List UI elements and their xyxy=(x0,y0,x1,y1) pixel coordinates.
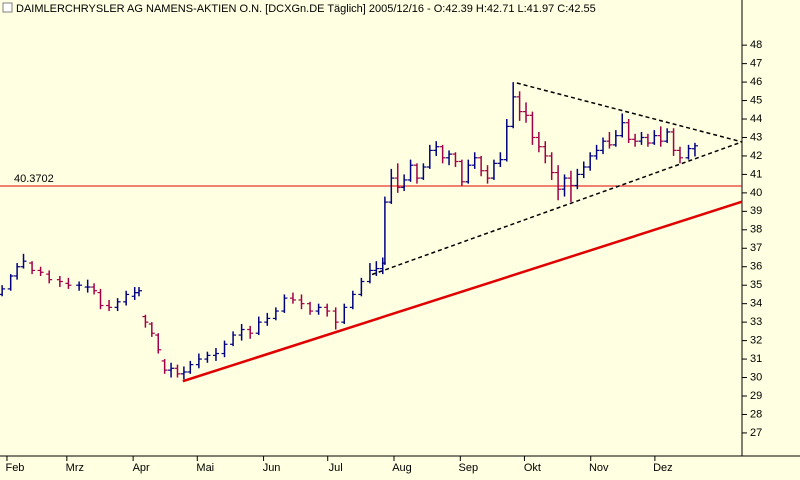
x-tick-label: Jun xyxy=(263,462,281,474)
y-tick-label: 30 xyxy=(750,371,762,383)
x-tick-label: Jul xyxy=(329,462,343,474)
y-tick-label: 34 xyxy=(750,298,762,310)
y-tick-label: 27 xyxy=(750,427,762,439)
y-tick-label: 43 xyxy=(750,131,762,143)
y-tick-label: 47 xyxy=(750,58,762,70)
y-tick-label: 40 xyxy=(750,187,762,199)
trendline xyxy=(516,82,743,143)
menu-icon[interactable] xyxy=(2,2,13,13)
x-tick-label: Dez xyxy=(653,462,673,474)
chart-title: DAIMLERCHRYSLER AG NAMENS-AKTIEN O.N. [D… xyxy=(16,3,596,15)
y-tick-label: 45 xyxy=(750,94,762,106)
y-tick-label: 39 xyxy=(750,205,762,217)
x-tick-label: Mrz xyxy=(66,462,84,474)
x-tick-label: Nov xyxy=(589,462,609,474)
x-tick-label: Sep xyxy=(459,462,479,474)
trendline xyxy=(371,141,743,276)
y-tick-label: 31 xyxy=(750,353,762,365)
y-tick-label: 38 xyxy=(750,224,762,236)
x-tick-label: Aug xyxy=(392,462,412,474)
trendline xyxy=(182,200,743,383)
y-tick-label: 41 xyxy=(750,168,762,180)
x-tick-label: Okt xyxy=(524,462,541,474)
y-tick-label: 36 xyxy=(750,261,762,273)
y-tick-label: 42 xyxy=(750,150,762,162)
y-tick-label: 44 xyxy=(750,113,762,125)
y-tick-label: 29 xyxy=(750,390,762,402)
y-tick-label: 32 xyxy=(750,335,762,347)
y-tick-label: 28 xyxy=(750,408,762,420)
x-tick-label: Mai xyxy=(196,462,214,474)
y-tick-label: 37 xyxy=(750,242,762,254)
x-tick-label: Apr xyxy=(133,462,150,474)
x-tick-label: Feb xyxy=(5,462,24,474)
y-tick-label: 48 xyxy=(750,39,762,51)
y-tick-label: 46 xyxy=(750,76,762,88)
level-label: 40.3702 xyxy=(14,173,54,185)
y-tick-label: 35 xyxy=(750,279,762,291)
y-tick-label: 33 xyxy=(750,316,762,328)
